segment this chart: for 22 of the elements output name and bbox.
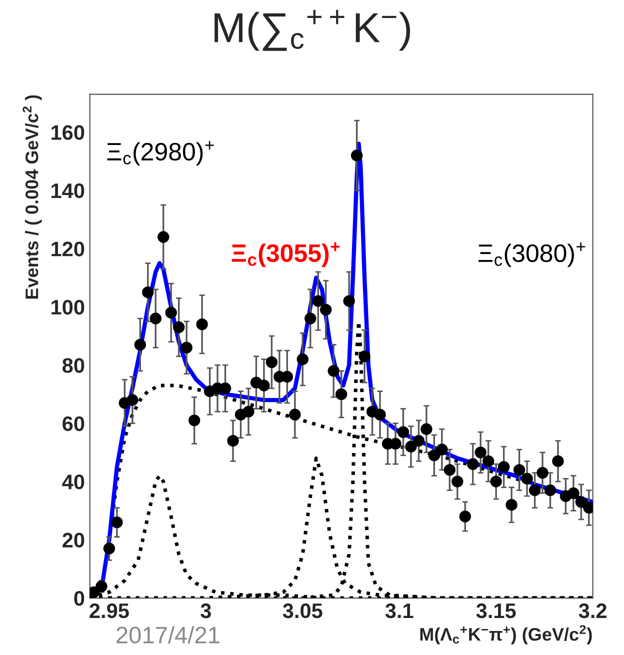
x-tick-label: 3.15	[476, 603, 516, 618]
y-tick-label: 120	[52, 242, 84, 256]
x-tick-label: 3.2	[578, 603, 606, 618]
y-tick-label: 60	[62, 416, 84, 432]
x-tick-label: 3.1	[385, 603, 414, 618]
annotation: Ξ$_{c}$(3080)$^{+}$	[478, 242, 586, 268]
x-tick-label: 3	[200, 603, 211, 618]
y-axis-title: Events / ( 0.004 GeV/c$^{2}$ )	[22, 95, 42, 299]
text: M(Λ$_{c}$$^{+}$K$^{−}$π$^{+}$) (GeV/c$^{2}$)	[420, 625, 592, 644]
annotation: Ξ$_{c}$(2980)$^{+}$	[107, 140, 214, 166]
annotation: Ξ$_{c}$(3055)$^{+}$	[232, 242, 340, 267]
y-tick-label: 100	[52, 300, 84, 315]
x-tick-label: 3.05	[282, 603, 322, 618]
y-tick-label: 20	[62, 532, 84, 548]
y-tick-label: 160	[52, 125, 84, 140]
chart-title: M(∑$_{c}$$^{++}$K$^{−}$)	[214, 10, 410, 51]
text: 2017/4/21	[116, 626, 220, 644]
y-tick-label: 140	[52, 183, 84, 198]
y-tick-label: 40	[62, 474, 84, 490]
x-tick-label: 2.95	[90, 603, 129, 618]
y-tick-label: 0	[74, 591, 84, 606]
y-tick-label: 80	[62, 358, 84, 373]
